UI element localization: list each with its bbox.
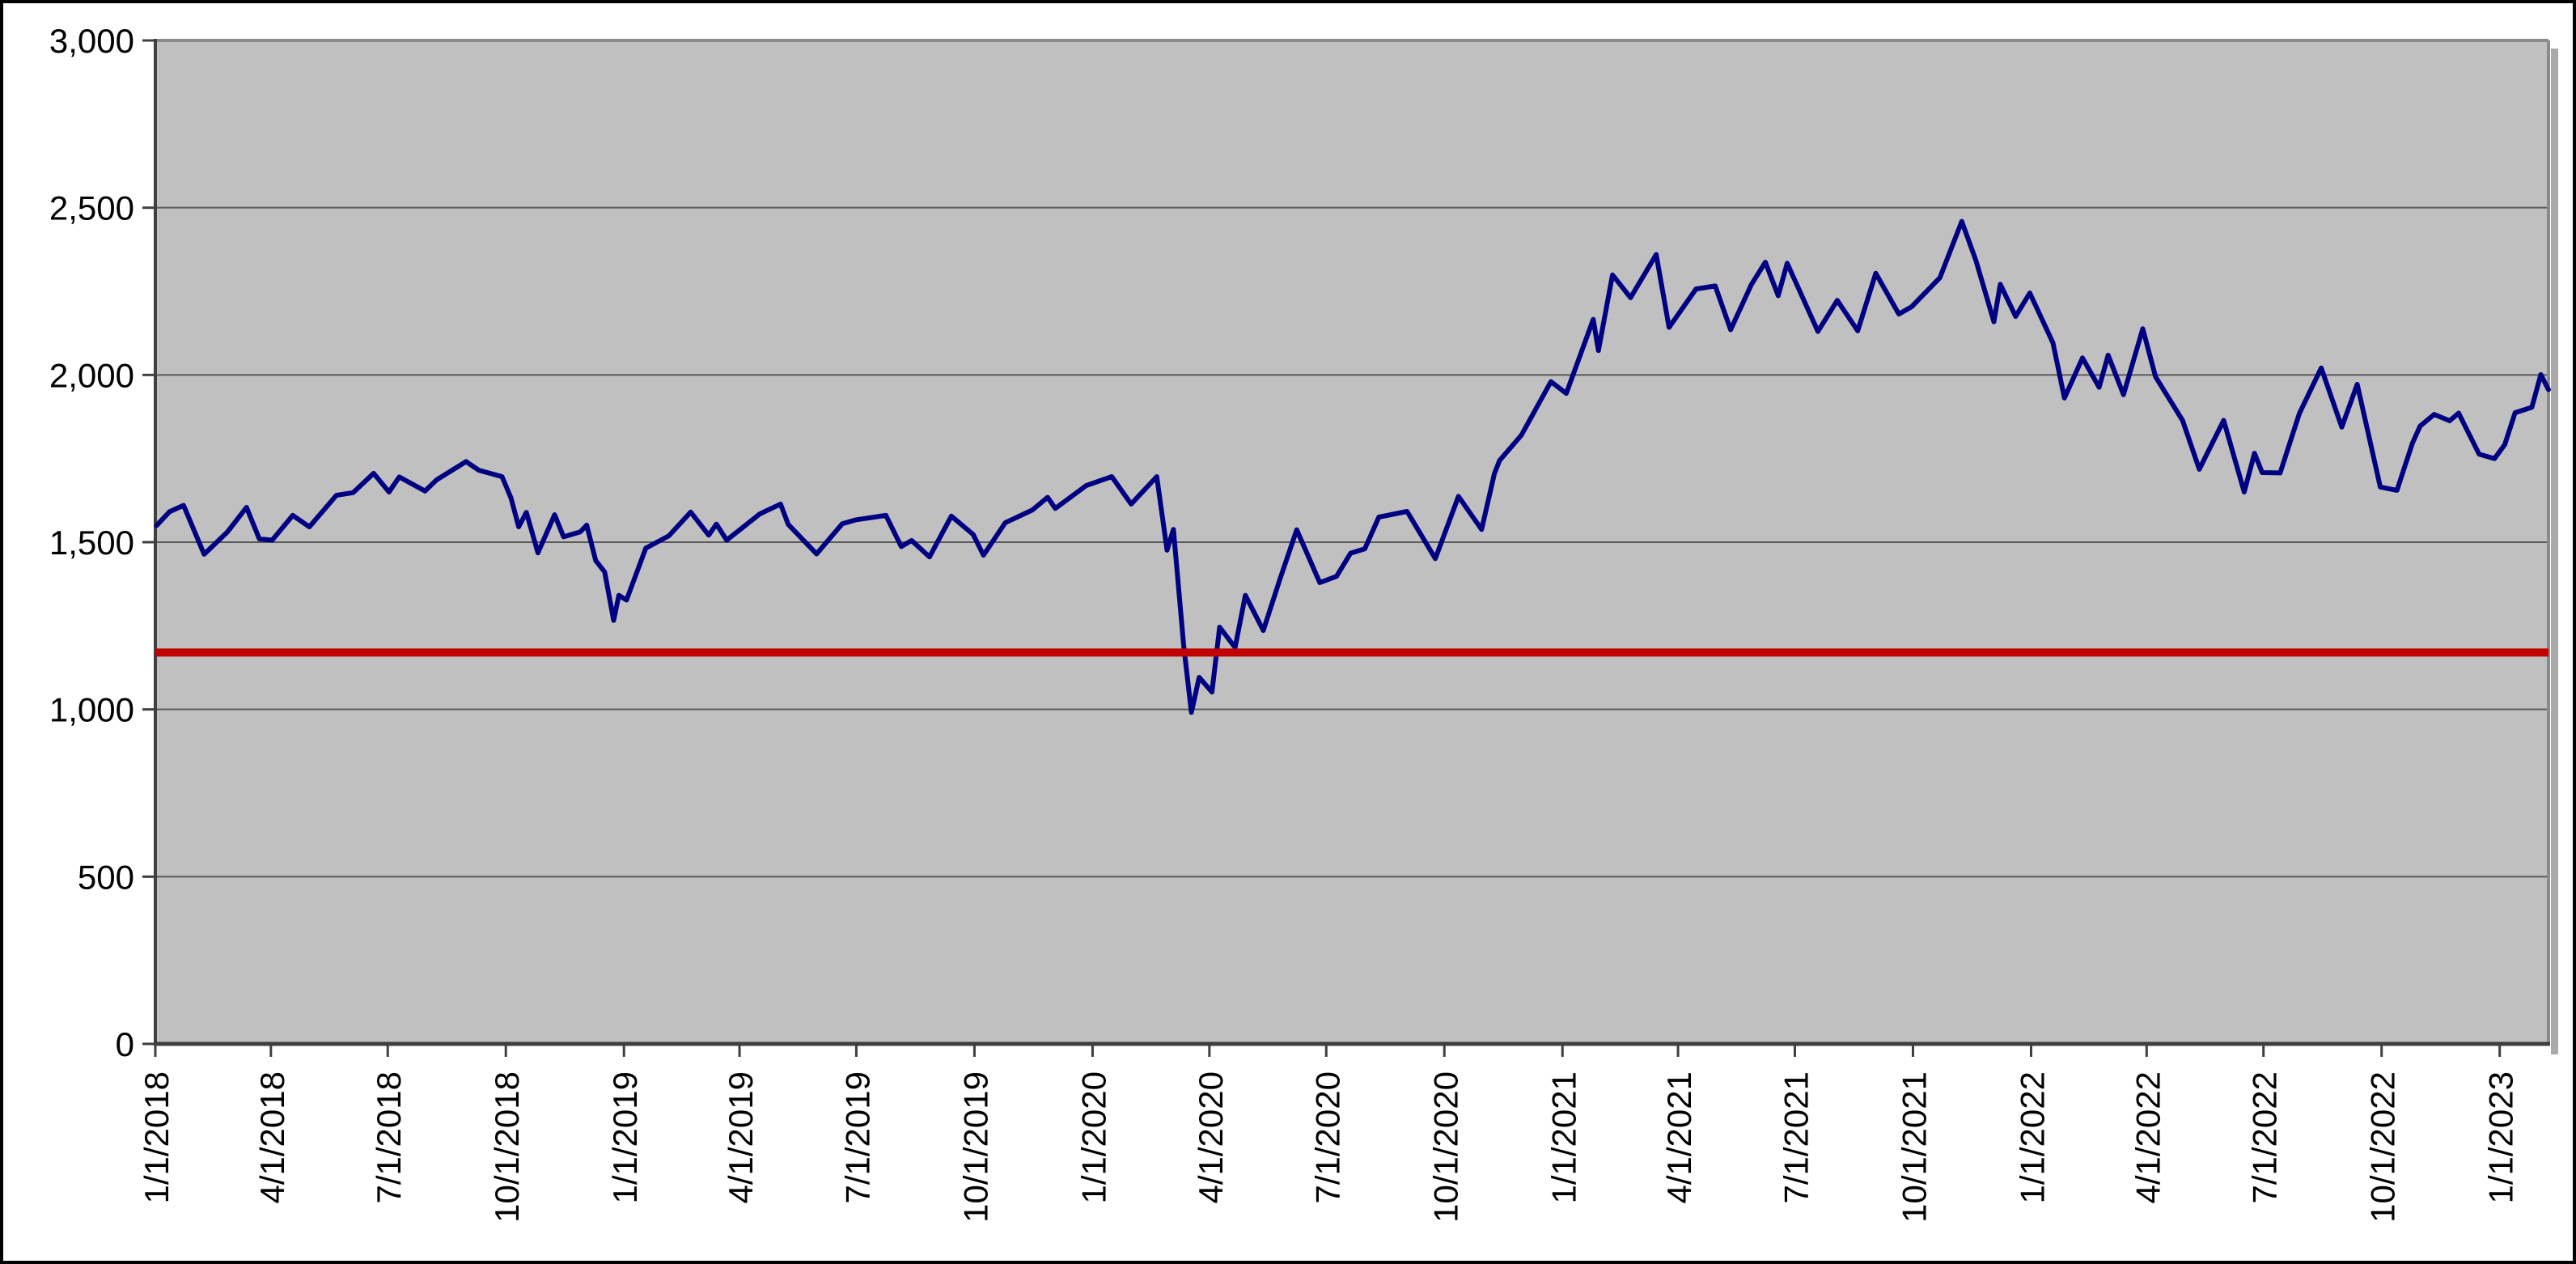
x-tick-label: 10/1/2018 <box>488 1071 526 1223</box>
y-tick-label: 3,000 <box>49 22 134 60</box>
x-tick-label: 7/1/2019 <box>838 1071 876 1204</box>
x-tick-label: 10/1/2021 <box>1895 1071 1933 1223</box>
x-tick-label: 1/1/2020 <box>1074 1071 1112 1204</box>
y-tick-label: 2,500 <box>49 189 134 227</box>
x-tick-label: 1/1/2021 <box>1544 1071 1582 1204</box>
y-tick-label: 0 <box>116 1025 134 1063</box>
chart-canvas: 0 500 1,000 1,500 2,000 2,500 3,000 1/1/2018 4/1… <box>49 22 2558 1223</box>
x-tick-label: 4/1/2022 <box>2129 1071 2167 1204</box>
series-line <box>154 218 2551 715</box>
x-tick-label: 10/1/2022 <box>2364 1071 2402 1223</box>
x-tick-label: 7/1/2020 <box>1308 1071 1346 1204</box>
y-tick-label: 2,000 <box>49 356 134 394</box>
x-tick-label: 1/1/2022 <box>2013 1071 2051 1204</box>
x-tick-label: 7/1/2022 <box>2246 1071 2284 1204</box>
x-tick-label: 7/1/2018 <box>370 1071 408 1204</box>
x-tick-label: 10/1/2020 <box>1426 1071 1464 1223</box>
x-tick-label: 4/1/2020 <box>1192 1071 1230 1204</box>
plot-shadow <box>2551 49 2558 1054</box>
y-tick-label: 500 <box>78 858 134 896</box>
x-tick-label: 1/1/2019 <box>606 1071 644 1204</box>
x-tick-label: 4/1/2018 <box>253 1071 291 1204</box>
x-tick-label: 1/1/2018 <box>138 1071 176 1204</box>
x-tick-label: 4/1/2021 <box>1660 1071 1698 1204</box>
x-tick-label: 1/1/2023 <box>2482 1071 2520 1204</box>
x-tick-label: 4/1/2019 <box>722 1071 760 1204</box>
y-tick-label: 1,500 <box>49 524 134 562</box>
x-tick-label: 7/1/2021 <box>1777 1071 1815 1204</box>
x-tick-label: 10/1/2019 <box>956 1071 994 1223</box>
y-tick-label: 1,000 <box>49 691 134 729</box>
